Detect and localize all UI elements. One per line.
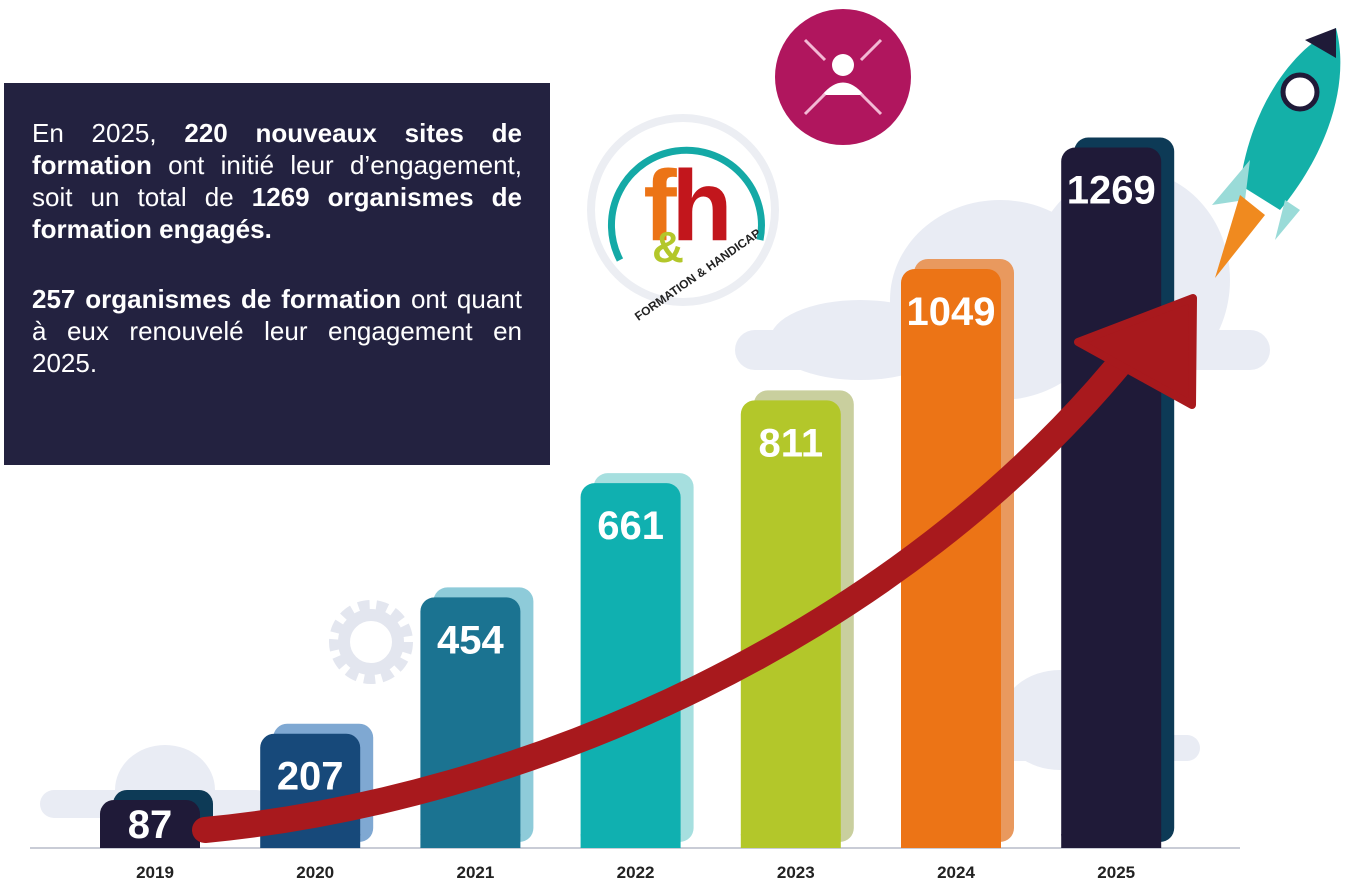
x-tick-label: 2021 bbox=[456, 863, 494, 882]
paragraph: 257 organismes de formation ont quant à … bbox=[32, 283, 522, 379]
logo: f h & FORMATION & HANDICAP bbox=[587, 114, 779, 324]
text-run: En 2025, bbox=[32, 118, 185, 148]
bar-foot bbox=[260, 834, 361, 848]
bar bbox=[901, 268, 1001, 848]
bar bbox=[580, 483, 681, 848]
text-run: 220 nouveaux sites de formation bbox=[32, 118, 522, 180]
text-run: ont quant à eux renouvelé leur engagemen… bbox=[32, 284, 522, 378]
text-run: ont initié leur d’engagement, soit un to… bbox=[32, 150, 522, 212]
logo-f: f bbox=[643, 150, 677, 262]
value-label: 811 bbox=[759, 421, 824, 465]
team-icon bbox=[775, 9, 911, 145]
bar-foot bbox=[420, 834, 521, 848]
x-tick-label: 2020 bbox=[296, 863, 334, 882]
x-tick-label: 2025 bbox=[1097, 863, 1135, 882]
text-box: En 2025, 220 nouveaux sites de formation… bbox=[4, 83, 550, 465]
logo-amp: & bbox=[652, 223, 684, 272]
value-label: 454 bbox=[437, 618, 504, 662]
bar-foot bbox=[740, 834, 841, 848]
bar-foot bbox=[100, 834, 200, 848]
logo-h: h bbox=[671, 150, 732, 262]
x-tick-label: 2022 bbox=[617, 863, 655, 882]
paragraph: En 2025, 220 nouveaux sites de formation… bbox=[32, 117, 522, 245]
bar-foot bbox=[901, 834, 1001, 848]
gear bbox=[329, 600, 413, 684]
text-run: 1269 organismes de formation engagés. bbox=[32, 182, 523, 244]
growth-arrow bbox=[192, 294, 1197, 843]
value-label: 1049 bbox=[907, 290, 996, 334]
bar bbox=[1061, 147, 1162, 849]
value-label: 661 bbox=[597, 504, 664, 548]
x-tick-label: 2019 bbox=[136, 863, 174, 882]
text-run: 257 organismes de formation bbox=[32, 284, 402, 314]
value-label: 87 bbox=[128, 803, 173, 847]
x-tick-label: 2023 bbox=[777, 863, 815, 882]
bar-foot bbox=[1061, 834, 1162, 848]
value-label: 1269 bbox=[1067, 169, 1156, 213]
bar-foot bbox=[580, 834, 681, 848]
rocket bbox=[1212, 28, 1341, 278]
value-label: 207 bbox=[277, 755, 344, 799]
x-tick-label: 2024 bbox=[937, 863, 975, 882]
